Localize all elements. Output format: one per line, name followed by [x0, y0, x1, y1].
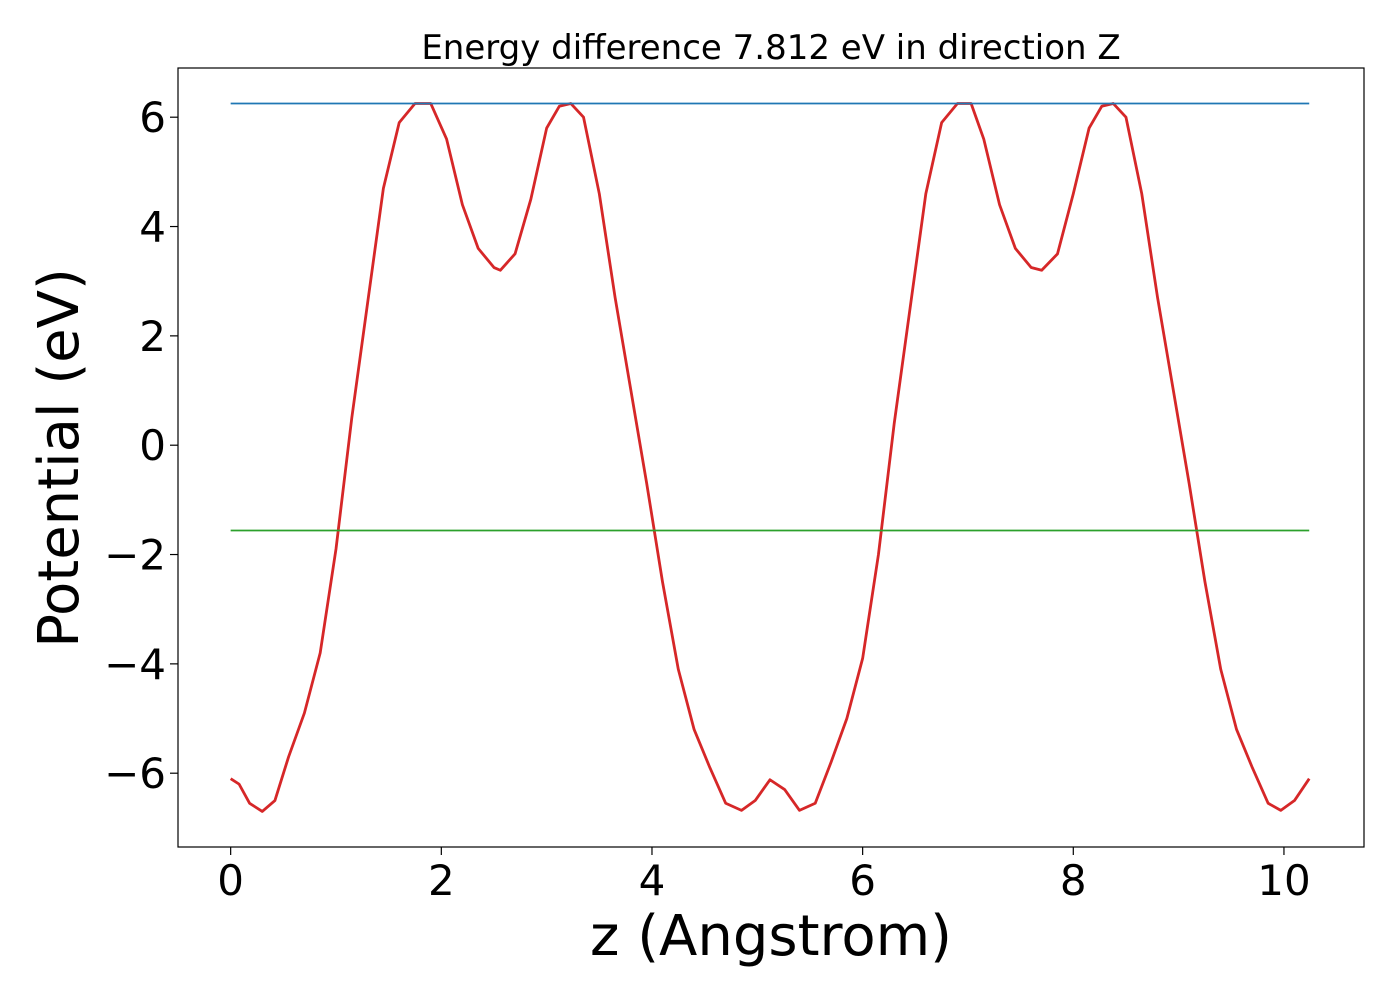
x-tick-label: 8 [1060, 856, 1087, 905]
y-tick-label: −2 [104, 531, 166, 580]
y-tick-label: 0 [139, 421, 166, 470]
plot-frame [177, 67, 1365, 848]
x-tick-label: 10 [1257, 856, 1310, 905]
chart-title: Energy difference 7.812 eV in direction … [421, 28, 1120, 68]
plot-area [177, 67, 1365, 848]
x-tick-label: 4 [639, 856, 666, 905]
y-tick-label: 4 [139, 203, 166, 252]
y-tick-label: −6 [104, 749, 166, 798]
x-tick-label: 0 [217, 856, 244, 905]
x-tick-label: 6 [849, 856, 876, 905]
x-axis: 0 2 4 6 8 10 [217, 847, 1311, 905]
series-line-0 [229, 102, 1311, 813]
y-axis-title: Potential (eV) [27, 268, 92, 648]
y-tick-label: 6 [139, 93, 166, 142]
x-axis-title: z (Angstrom) [590, 904, 952, 969]
y-axis: 6 4 2 0 −2 −4 −6 [104, 93, 178, 798]
y-tick-label: 2 [139, 312, 166, 361]
y-tick-label: −4 [104, 640, 166, 689]
x-tick-label: 2 [428, 856, 455, 905]
